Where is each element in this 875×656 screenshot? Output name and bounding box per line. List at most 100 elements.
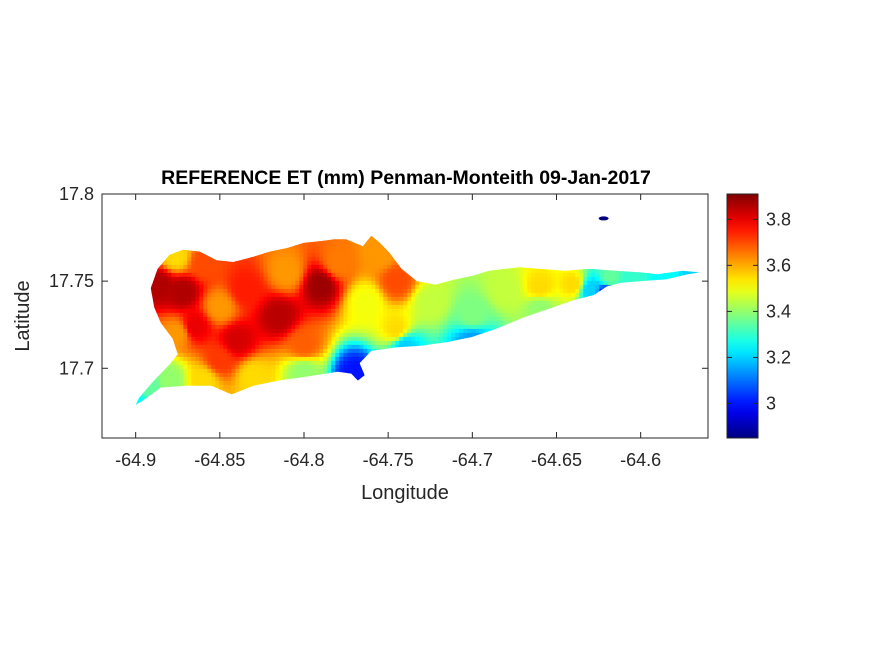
heat-cell	[307, 352, 312, 358]
heat-cell	[275, 348, 280, 354]
heat-cell	[491, 292, 496, 298]
heat-cell	[307, 280, 312, 286]
heat-cell	[211, 276, 216, 282]
heat-cell	[223, 276, 228, 282]
heat-cell	[431, 292, 436, 298]
heat-cell	[175, 348, 180, 354]
heat-cell	[491, 300, 496, 306]
heat-cell	[275, 248, 280, 254]
heat-cell	[471, 328, 476, 334]
heat-cell	[287, 248, 292, 254]
heat-cell	[355, 288, 360, 294]
heat-cell	[423, 328, 428, 334]
heat-cell	[223, 348, 228, 354]
chart-title: REFERENCE ET (mm) Penman-Monteith 09-Jan…	[161, 167, 651, 189]
heat-cell	[303, 312, 308, 318]
heat-cell	[203, 328, 208, 334]
heat-cell	[299, 304, 304, 310]
heat-cell	[363, 280, 368, 286]
heat-cell	[623, 272, 628, 278]
heat-cell	[267, 308, 272, 314]
heat-cell	[271, 356, 276, 362]
heat-cell	[519, 296, 524, 302]
heat-cell	[167, 312, 172, 318]
heat-cell	[227, 288, 232, 294]
heat-cell	[175, 300, 180, 306]
heat-cell	[175, 260, 180, 266]
heat-cell	[243, 364, 248, 370]
heat-cell	[307, 296, 312, 302]
heat-cell	[179, 348, 184, 354]
heat-cell	[379, 340, 384, 346]
heat-cell	[351, 316, 356, 322]
heat-cell	[275, 352, 280, 358]
heat-cell	[519, 284, 524, 290]
heat-cell	[239, 308, 244, 314]
heat-cell	[295, 288, 300, 294]
heat-cell	[203, 344, 208, 350]
heat-cell	[443, 300, 448, 306]
heat-cell	[571, 284, 576, 290]
heat-cell	[171, 280, 176, 286]
heat-cell	[315, 348, 320, 354]
heat-cell	[211, 320, 216, 326]
heat-cell	[259, 316, 264, 322]
heat-cell	[327, 276, 332, 282]
heat-cell	[227, 300, 232, 306]
heat-cell	[351, 340, 356, 346]
heat-cell	[471, 320, 476, 326]
heat-cell	[227, 260, 232, 266]
heat-cell	[287, 276, 292, 282]
heat-cell	[291, 344, 296, 350]
heat-cell	[215, 356, 220, 362]
heat-cell	[383, 336, 388, 342]
heat-cell	[503, 268, 508, 274]
heat-cell	[271, 336, 276, 342]
heat-cell	[203, 256, 208, 262]
heat-cell	[391, 292, 396, 298]
heat-cell	[363, 348, 368, 354]
heat-cell	[431, 340, 436, 346]
heat-cell	[287, 344, 292, 350]
heat-cell	[431, 324, 436, 330]
heat-cell	[579, 280, 584, 286]
heat-cell	[179, 344, 184, 350]
heat-cell	[527, 268, 532, 274]
heat-cell	[331, 304, 336, 310]
heat-cell	[303, 328, 308, 334]
heat-cell	[279, 340, 284, 346]
heat-cell	[259, 284, 264, 290]
heat-cell	[203, 264, 208, 270]
heat-cell	[183, 332, 188, 338]
heat-cell	[371, 336, 376, 342]
heat-cell	[315, 320, 320, 326]
heat-cell	[295, 284, 300, 290]
heat-cell	[187, 248, 192, 254]
heat-cell	[367, 320, 372, 326]
heat-cell	[463, 328, 468, 334]
heat-cell	[159, 272, 164, 278]
heat-cell	[223, 324, 228, 330]
heat-cell	[431, 304, 436, 310]
heat-cell	[307, 356, 312, 362]
heat-cell	[271, 340, 276, 346]
heat-cell	[503, 320, 508, 326]
heat-cell	[251, 272, 256, 278]
heat-cell	[343, 284, 348, 290]
heat-cell	[555, 280, 560, 286]
heat-cell	[447, 288, 452, 294]
heat-cell	[263, 304, 268, 310]
heat-cell	[355, 316, 360, 322]
heat-cell	[203, 360, 208, 366]
heat-cell	[427, 324, 432, 330]
heat-cell	[331, 320, 336, 326]
heat-cell	[151, 284, 156, 290]
heat-cell	[271, 348, 276, 354]
heat-cell	[231, 348, 236, 354]
heat-cell	[399, 328, 404, 334]
heat-cell	[211, 328, 216, 334]
heat-cell	[315, 336, 320, 342]
heat-cell	[339, 304, 344, 310]
heat-cell	[411, 296, 416, 302]
heat-cell	[183, 280, 188, 286]
